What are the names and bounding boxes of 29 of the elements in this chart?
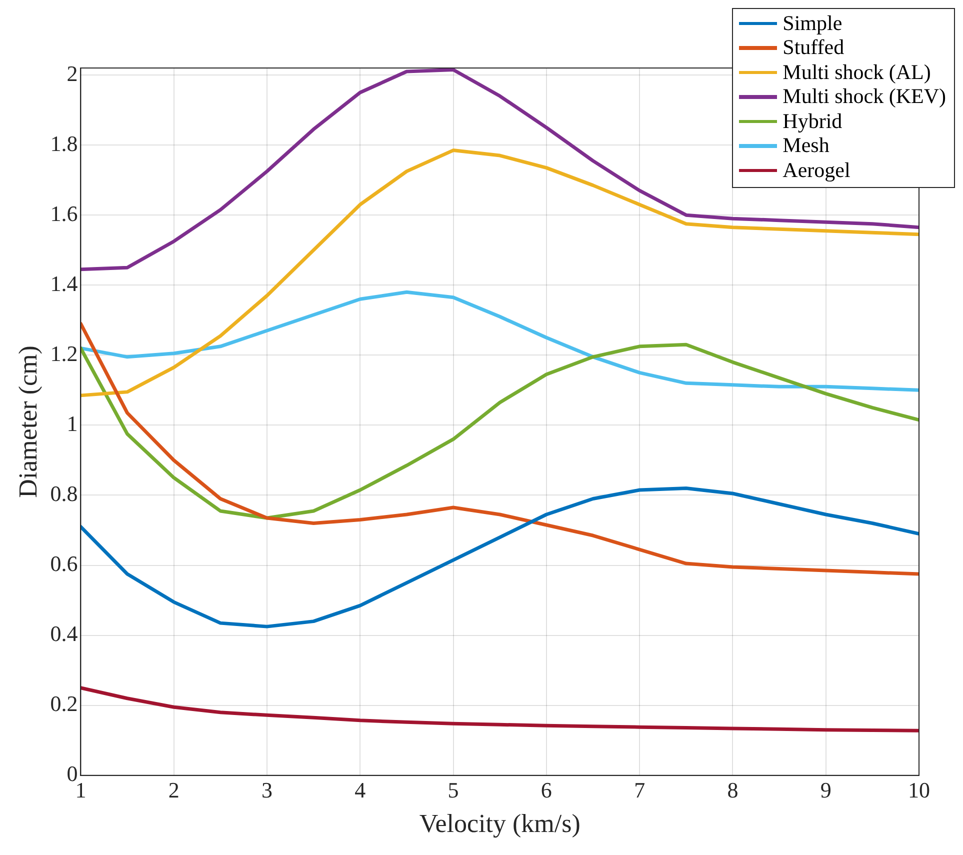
y-tick-label: 1.2 [50, 340, 78, 366]
x-tick-label: 5 [448, 777, 459, 802]
legend-label: Mesh [782, 133, 830, 158]
x-tick-label: 4 [354, 777, 366, 802]
y-tick-label: 2 [66, 60, 78, 86]
x-tick-label: 10 [908, 777, 930, 802]
y-tick-label: 0.2 [50, 691, 78, 716]
y-tick-label: 1.4 [50, 270, 78, 296]
x-tick-label: 2 [168, 777, 180, 802]
legend-label: Aerogel [782, 158, 850, 183]
legend-label: Multi shock (AL) [782, 60, 931, 85]
y-tick-label: 0 [66, 761, 78, 786]
y-tick-label: 1.8 [50, 130, 78, 156]
legend-label: Hybrid [782, 108, 842, 134]
legend-label: Multi shock (KEV) [782, 84, 946, 110]
x-tick-label: 9 [820, 777, 832, 802]
y-tick-label: 1 [66, 410, 78, 436]
legend-label: Stuffed [782, 35, 844, 60]
x-tick-label: 6 [540, 777, 552, 802]
legend-label: Simple [782, 10, 842, 36]
x-tick-label: 8 [727, 777, 738, 802]
x-tick-label: 7 [634, 777, 646, 802]
x-tick-label: 3 [261, 777, 272, 802]
y-tick-label: 0.4 [50, 621, 78, 646]
y-tick-label: 1.6 [50, 200, 78, 226]
y-tick-label: 0.8 [50, 481, 78, 506]
y-tick-label: 0.6 [50, 551, 78, 576]
y-axis-title: Diameter (cm) [13, 346, 42, 498]
x-axis-title: Velocity (km/s) [419, 809, 580, 838]
